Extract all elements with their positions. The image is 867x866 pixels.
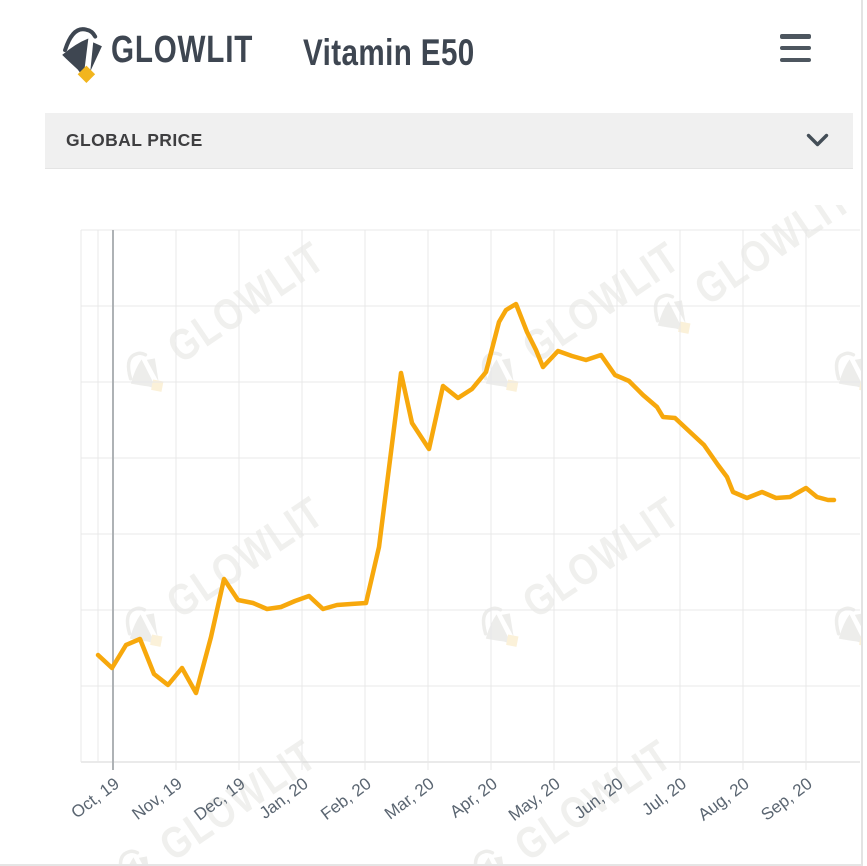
- global-price-section-header[interactable]: GLOBAL PRICE: [45, 113, 853, 169]
- page-title: Vitamin E50: [303, 32, 475, 73]
- hamburger-bar: [780, 57, 811, 62]
- hamburger-bar: [780, 45, 811, 51]
- chevron-down-icon: [806, 133, 829, 147]
- price-chart[interactable]: GLOWLIT GLOWLIT GLOWLIT GLOWLIT: [0, 205, 861, 864]
- hamburger-bar: [780, 34, 811, 39]
- brand-name: GLOWLIT: [111, 29, 254, 71]
- header: GLOWLIT Vitamin E50: [0, 0, 861, 105]
- glowlit-bird-icon: [62, 27, 102, 83]
- brand-logo[interactable]: [60, 21, 107, 83]
- hamburger-menu-button[interactable]: [780, 34, 812, 62]
- chart-plot: [80, 229, 860, 770]
- global-price-label: GLOBAL PRICE: [66, 130, 203, 150]
